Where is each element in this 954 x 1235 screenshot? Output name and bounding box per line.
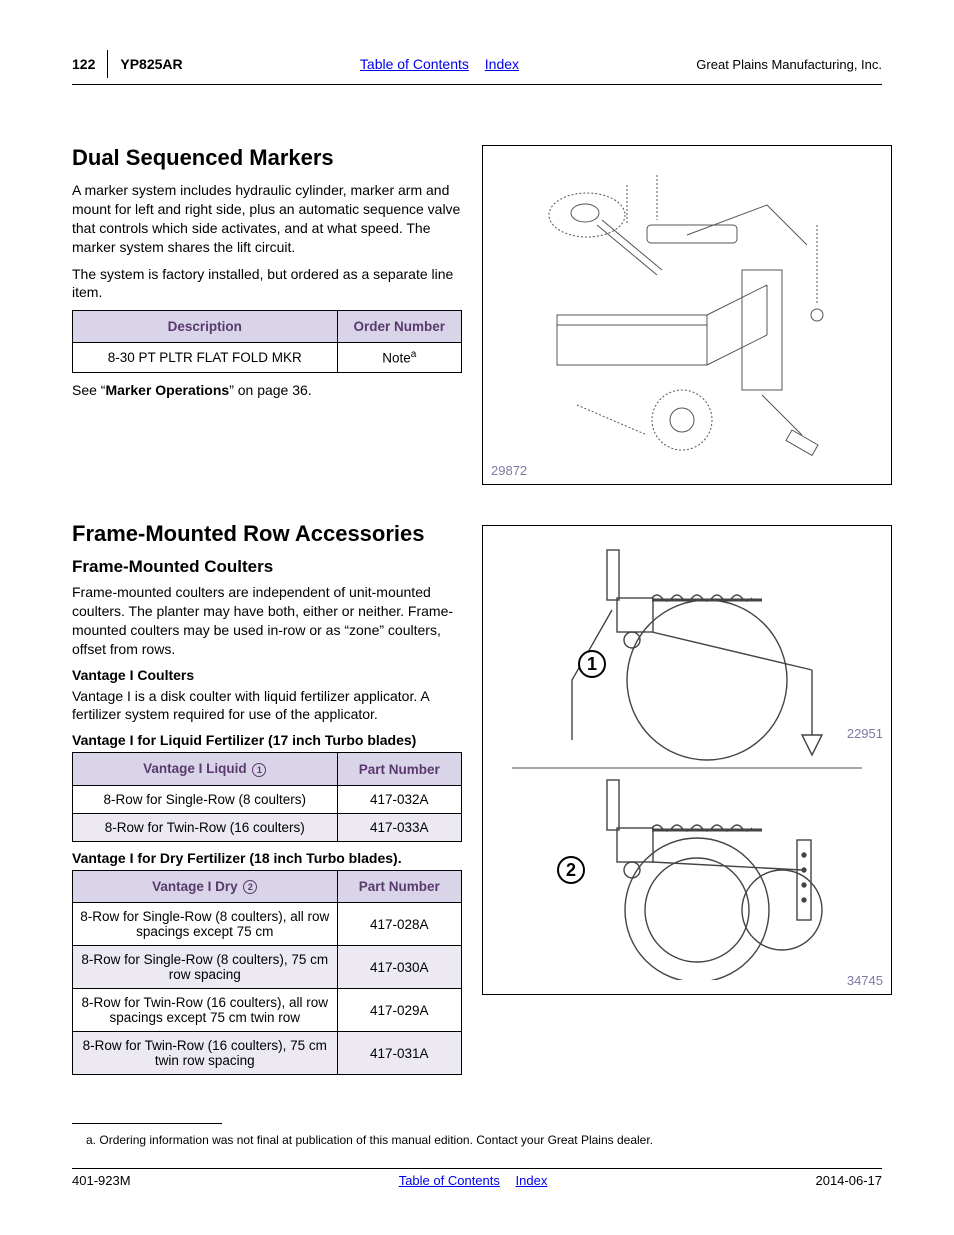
section2-heading: Frame-Mounted Row Accessories — [72, 521, 462, 547]
section-dual-markers: Dual Sequenced Markers A marker system i… — [72, 145, 882, 485]
section1-heading: Dual Sequenced Markers — [72, 145, 462, 171]
desc-cell: 8-Row for Single-Row (8 coulters), 75 cm… — [73, 946, 338, 989]
footer-center: Table of Contents Index — [393, 1173, 554, 1188]
header-left: 122 YP825AR — [72, 50, 183, 78]
marker-th-order: Order Number — [337, 311, 461, 343]
section1-para1: A marker system includes hydraulic cylin… — [72, 181, 462, 257]
part-cell: 417-029A — [337, 989, 461, 1032]
index-link[interactable]: Index — [485, 56, 519, 72]
marker-row: 8-30 PT PLTR FLAT FOLD MKR Notea — [73, 343, 462, 373]
figure-marker-assembly: 29872 — [482, 145, 892, 485]
table-row: 8-Row for Twin-Row (16 coulters), 75 cm … — [73, 1032, 462, 1075]
table-row: 8-Row for Single-Row (8 coulters), 75 cm… — [73, 946, 462, 989]
see-marker-ops: See “Marker Operations” on page 36. — [72, 381, 462, 400]
marker-th-desc: Description — [73, 311, 338, 343]
part-cell: 417-030A — [337, 946, 461, 989]
marker-diagram-svg — [507, 165, 867, 465]
marker-table: Description Order Number 8-30 PT PLTR FL… — [72, 310, 462, 373]
page-header: 122 YP825AR Table of Contents Index Grea… — [72, 50, 882, 82]
t2-title: Vantage I for Dry Fertilizer (18 inch Tu… — [72, 850, 462, 866]
figure2b-id: 34745 — [847, 973, 883, 988]
table-row: 8-Row for Single-Row (8 coulters), all r… — [73, 903, 462, 946]
coulter-diagram-svg — [502, 540, 872, 980]
part-cell: 417-028A — [337, 903, 461, 946]
marker-order-cell: Notea — [337, 343, 461, 373]
section1-para2: The system is factory installed, but ord… — [72, 265, 462, 303]
footer-index-link[interactable]: Index — [516, 1173, 548, 1188]
section2-text-col: Frame-Mounted Row Accessories Frame-Moun… — [72, 521, 462, 1083]
callout-1: 1 — [578, 650, 606, 678]
t2-h1: Vantage I Dry 2 — [73, 870, 338, 902]
section1-text-col: Dual Sequenced Markers A marker system i… — [72, 145, 462, 485]
page-footer: 401-923M Table of Contents Index 2014-06… — [72, 1168, 882, 1188]
company-name: Great Plains Manufacturing, Inc. — [696, 57, 882, 72]
desc-cell: 8-Row for Single-Row (8 coulters) — [73, 785, 338, 813]
section2-figure-col: 1 2 22951 34745 — [482, 521, 892, 1083]
figure-coulters: 1 2 22951 34745 — [482, 525, 892, 995]
marker-desc-cell: 8-30 PT PLTR FLAT FOLD MKR — [73, 343, 338, 373]
page-number: 122 — [72, 56, 95, 72]
header-rule — [72, 84, 882, 85]
vantage-coulters-heading: Vantage I Coulters — [72, 667, 462, 683]
toc-link[interactable]: Table of Contents — [360, 56, 469, 72]
part-cell: 417-031A — [337, 1032, 461, 1075]
section-frame-mounted: Frame-Mounted Row Accessories Frame-Moun… — [72, 521, 882, 1083]
table-row: 8-Row for Twin-Row (16 coulters)417-033A — [73, 813, 462, 841]
t2-h2: Part Number — [337, 870, 461, 902]
table-row: 8-Row for Single-Row (8 coulters)417-032… — [73, 785, 462, 813]
figure2a-id: 22951 — [847, 726, 883, 741]
section1-figure-col: 29872 — [482, 145, 892, 485]
t1-title: Vantage I for Liquid Fertilizer (17 inch… — [72, 732, 462, 748]
section2-para1: Frame-mounted coulters are independent o… — [72, 583, 462, 659]
header-center: Table of Contents Index — [354, 56, 525, 72]
footnote-a: a. Ordering information was not final at… — [100, 1132, 882, 1148]
t1-h2: Part Number — [337, 753, 461, 785]
desc-cell: 8-Row for Twin-Row (16 coulters), 75 cm … — [73, 1032, 338, 1075]
section2-subheading: Frame-Mounted Coulters — [72, 557, 462, 577]
vantage-liquid-table: Vantage I Liquid 1 Part Number 8-Row for… — [72, 752, 462, 841]
desc-cell: 8-Row for Single-Row (8 coulters), all r… — [73, 903, 338, 946]
ball-1-icon: 1 — [252, 763, 266, 777]
table-row: 8-Row for Twin-Row (16 coulters), all ro… — [73, 989, 462, 1032]
doc-date: 2014-06-17 — [815, 1173, 882, 1188]
vantage-dry-table: Vantage I Dry 2 Part Number 8-Row for Si… — [72, 870, 462, 1075]
desc-cell: 8-Row for Twin-Row (16 coulters) — [73, 813, 338, 841]
figure1-id: 29872 — [491, 463, 527, 478]
doc-id: 401-923M — [72, 1173, 131, 1188]
callout-2: 2 — [557, 856, 585, 884]
part-cell: 417-032A — [337, 785, 461, 813]
ball-2-icon: 2 — [243, 880, 257, 894]
footnote-rule — [72, 1123, 222, 1124]
footer-toc-link[interactable]: Table of Contents — [399, 1173, 500, 1188]
desc-cell: 8-Row for Twin-Row (16 coulters), all ro… — [73, 989, 338, 1032]
part-cell: 417-033A — [337, 813, 461, 841]
model-number: YP825AR — [120, 56, 182, 72]
t1-h1: Vantage I Liquid 1 — [73, 753, 338, 785]
section2-para2: Vantage I is a disk coulter with liquid … — [72, 687, 462, 725]
header-divider — [107, 50, 108, 78]
